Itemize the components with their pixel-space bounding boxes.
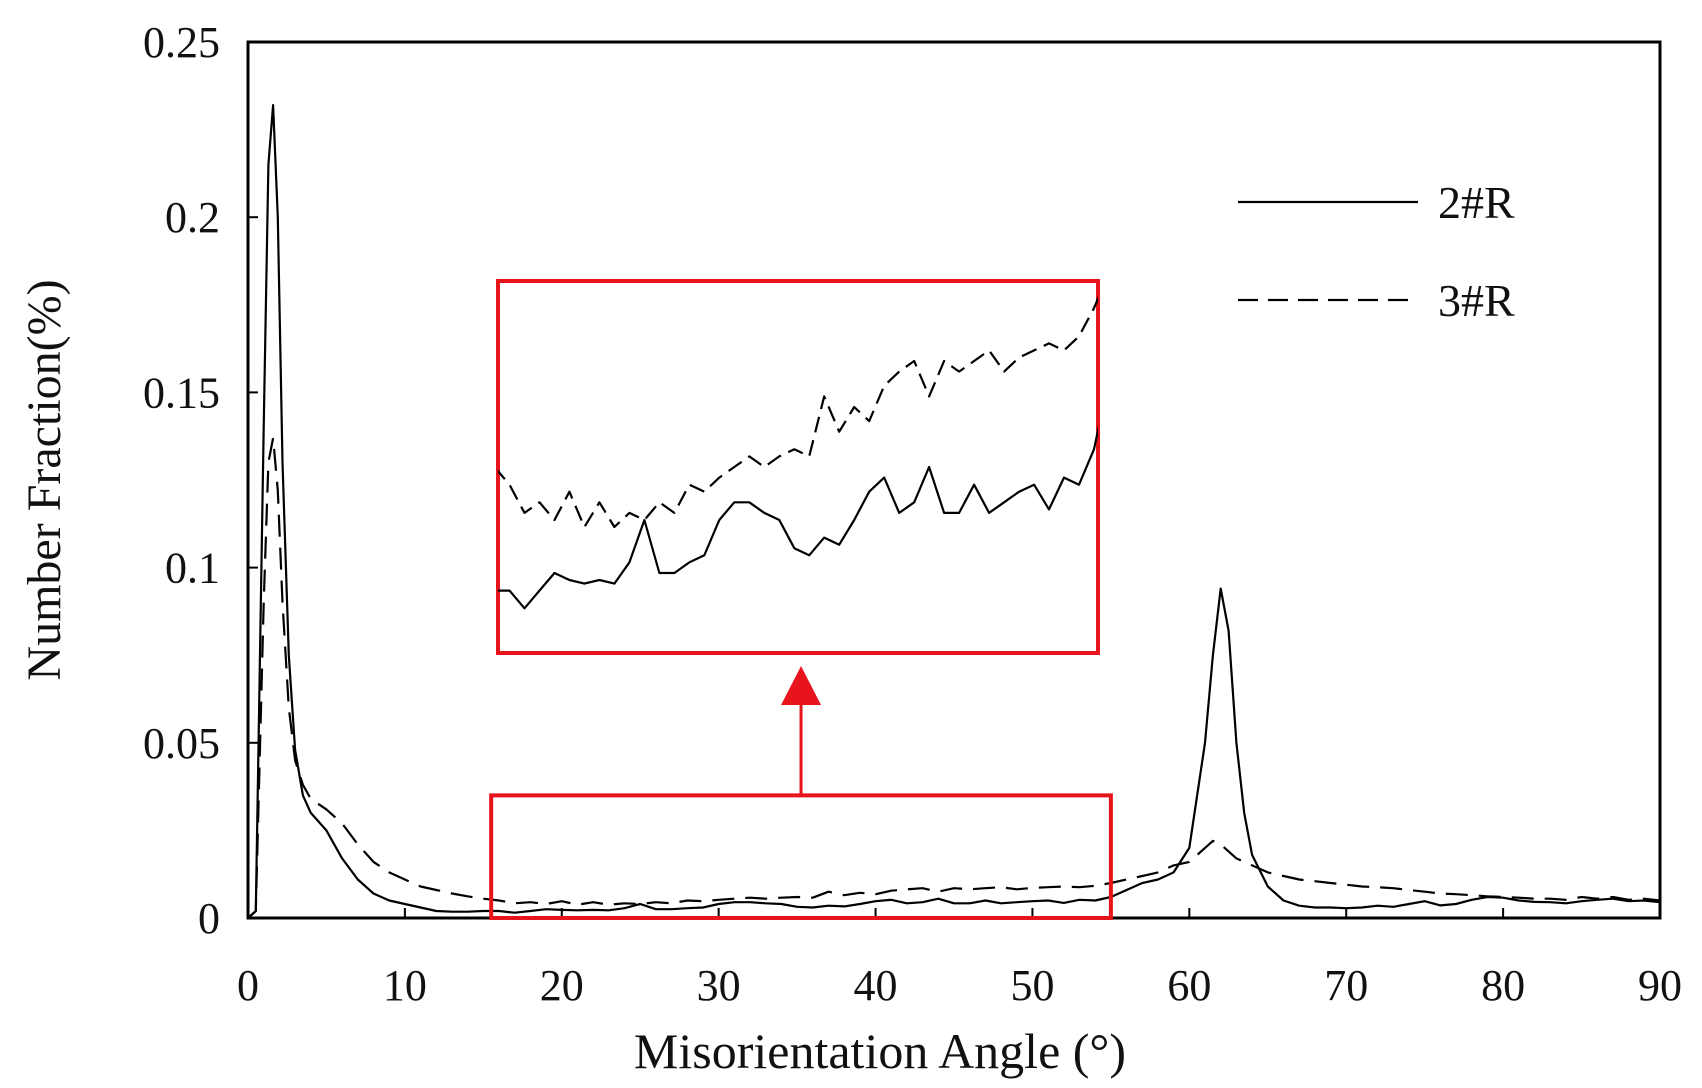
x-tick-label: 30 — [697, 961, 741, 1010]
zoom-inset — [496, 279, 1100, 655]
x-tick-label: 80 — [1481, 961, 1525, 1010]
x-axis-label: Misorientation Angle (°) — [634, 1023, 1126, 1079]
y-tick-label: 0.05 — [143, 719, 220, 768]
series-layer — [248, 103, 1660, 918]
y-tick-label: 0.25 — [143, 18, 220, 67]
legend-label: 3#R — [1438, 275, 1515, 326]
annotation-layer — [489, 666, 1113, 920]
x-tick-label: 10 — [383, 961, 427, 1010]
arrow-head — [781, 666, 822, 705]
y-tick-label: 0.2 — [165, 193, 220, 242]
legend: 2#R 3#R — [1238, 177, 1515, 326]
y-axis-ticks: 0 0.05 0.1 0.15 0.2 0.25 — [143, 18, 258, 943]
x-tick-label: 40 — [854, 961, 898, 1010]
legend-label: 2#R — [1438, 177, 1515, 228]
y-tick-label: 0.1 — [165, 544, 220, 593]
y-tick-label: 0 — [198, 894, 220, 943]
series-line-2#R — [248, 103, 1660, 918]
x-tick-label: 90 — [1638, 961, 1682, 1010]
x-tick-label: 60 — [1167, 961, 1211, 1010]
highlight-box — [489, 793, 1113, 920]
series-line-3#R — [248, 436, 1660, 918]
inset-series-line-2#R — [498, 425, 1098, 610]
y-axis-label: Number Fraction(%) — [18, 279, 71, 680]
x-tick-label: 70 — [1324, 961, 1368, 1010]
inset-series-line-3#R — [498, 295, 1098, 529]
inset-frame — [496, 279, 1100, 655]
x-axis-ticks: 0 10 20 30 40 50 60 70 80 90 — [237, 908, 1682, 1010]
x-tick-label: 20 — [540, 961, 584, 1010]
x-tick-label: 50 — [1010, 961, 1054, 1010]
y-tick-label: 0.15 — [143, 368, 220, 417]
x-tick-label: 0 — [237, 961, 259, 1010]
